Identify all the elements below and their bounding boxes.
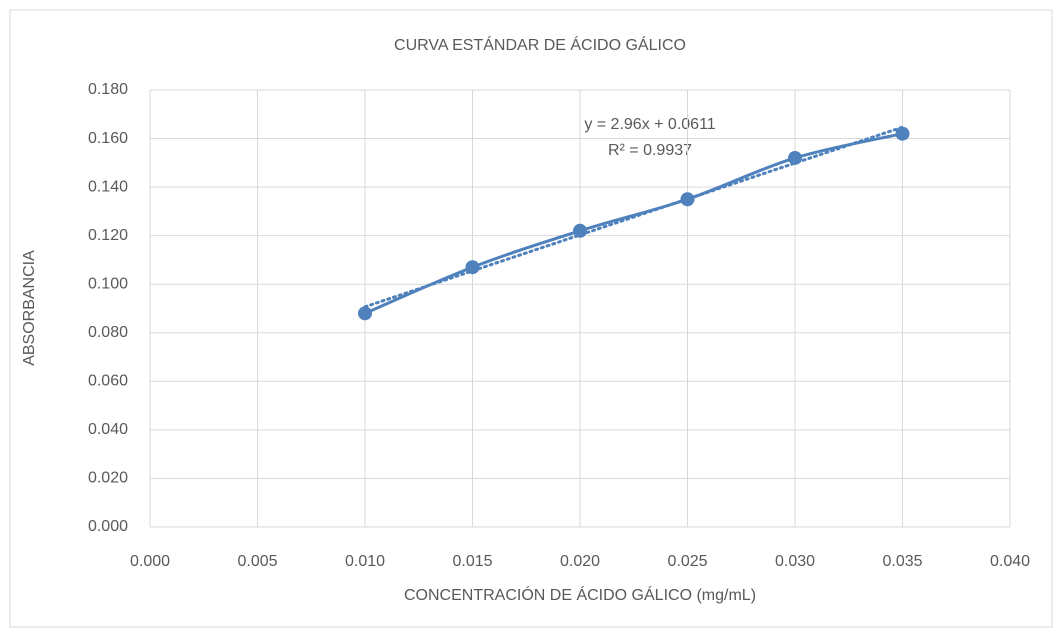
y-tick-label: 0.080 — [88, 324, 128, 341]
data-point — [358, 306, 372, 321]
data-point — [895, 126, 910, 141]
x-tick-label: 0.025 — [667, 553, 707, 570]
x-tick-label: 0.010 — [345, 553, 385, 570]
y-tick-label: 0.020 — [88, 470, 128, 487]
data-point — [465, 260, 480, 275]
x-tick-label: 0.000 — [130, 553, 170, 570]
data-point — [680, 192, 695, 207]
x-axis-label: CONCENTRACIÓN DE ÁCIDO GÁLICO (mg/mL) — [404, 585, 756, 604]
y-tick-label: 0.060 — [88, 373, 128, 390]
data-point — [788, 150, 802, 165]
y-axis-label: ABSORBANCIA — [21, 250, 38, 366]
x-tick-label: 0.015 — [452, 553, 492, 570]
x-tick-label: 0.040 — [990, 553, 1030, 570]
y-tick-label: 0.040 — [88, 421, 128, 438]
chart-frame — [9, 9, 1053, 628]
trendline-equation: y = 2.96x + 0.0611 — [584, 116, 715, 133]
trendline-r2: R² = 0.9937 — [608, 142, 692, 159]
y-tick-label: 0.160 — [88, 130, 128, 147]
y-tick-label: 0.180 — [88, 81, 128, 98]
x-tick-label: 0.020 — [560, 553, 600, 570]
y-tick-label: 0.120 — [88, 227, 128, 244]
data-point — [573, 223, 587, 238]
y-tick-label: 0.100 — [88, 275, 128, 292]
y-tick-label: 0.000 — [88, 518, 128, 535]
series-line — [364, 132, 903, 315]
x-tick-label: 0.030 — [775, 553, 815, 570]
trendline — [363, 125, 904, 309]
x-tick-label: 0.035 — [882, 553, 922, 570]
y-tick-label: 0.140 — [88, 178, 128, 195]
x-tick-label: 0.005 — [237, 553, 277, 570]
chart-title: CURVA ESTÁNDAR DE ÁCIDO GÁLICO — [394, 35, 686, 54]
